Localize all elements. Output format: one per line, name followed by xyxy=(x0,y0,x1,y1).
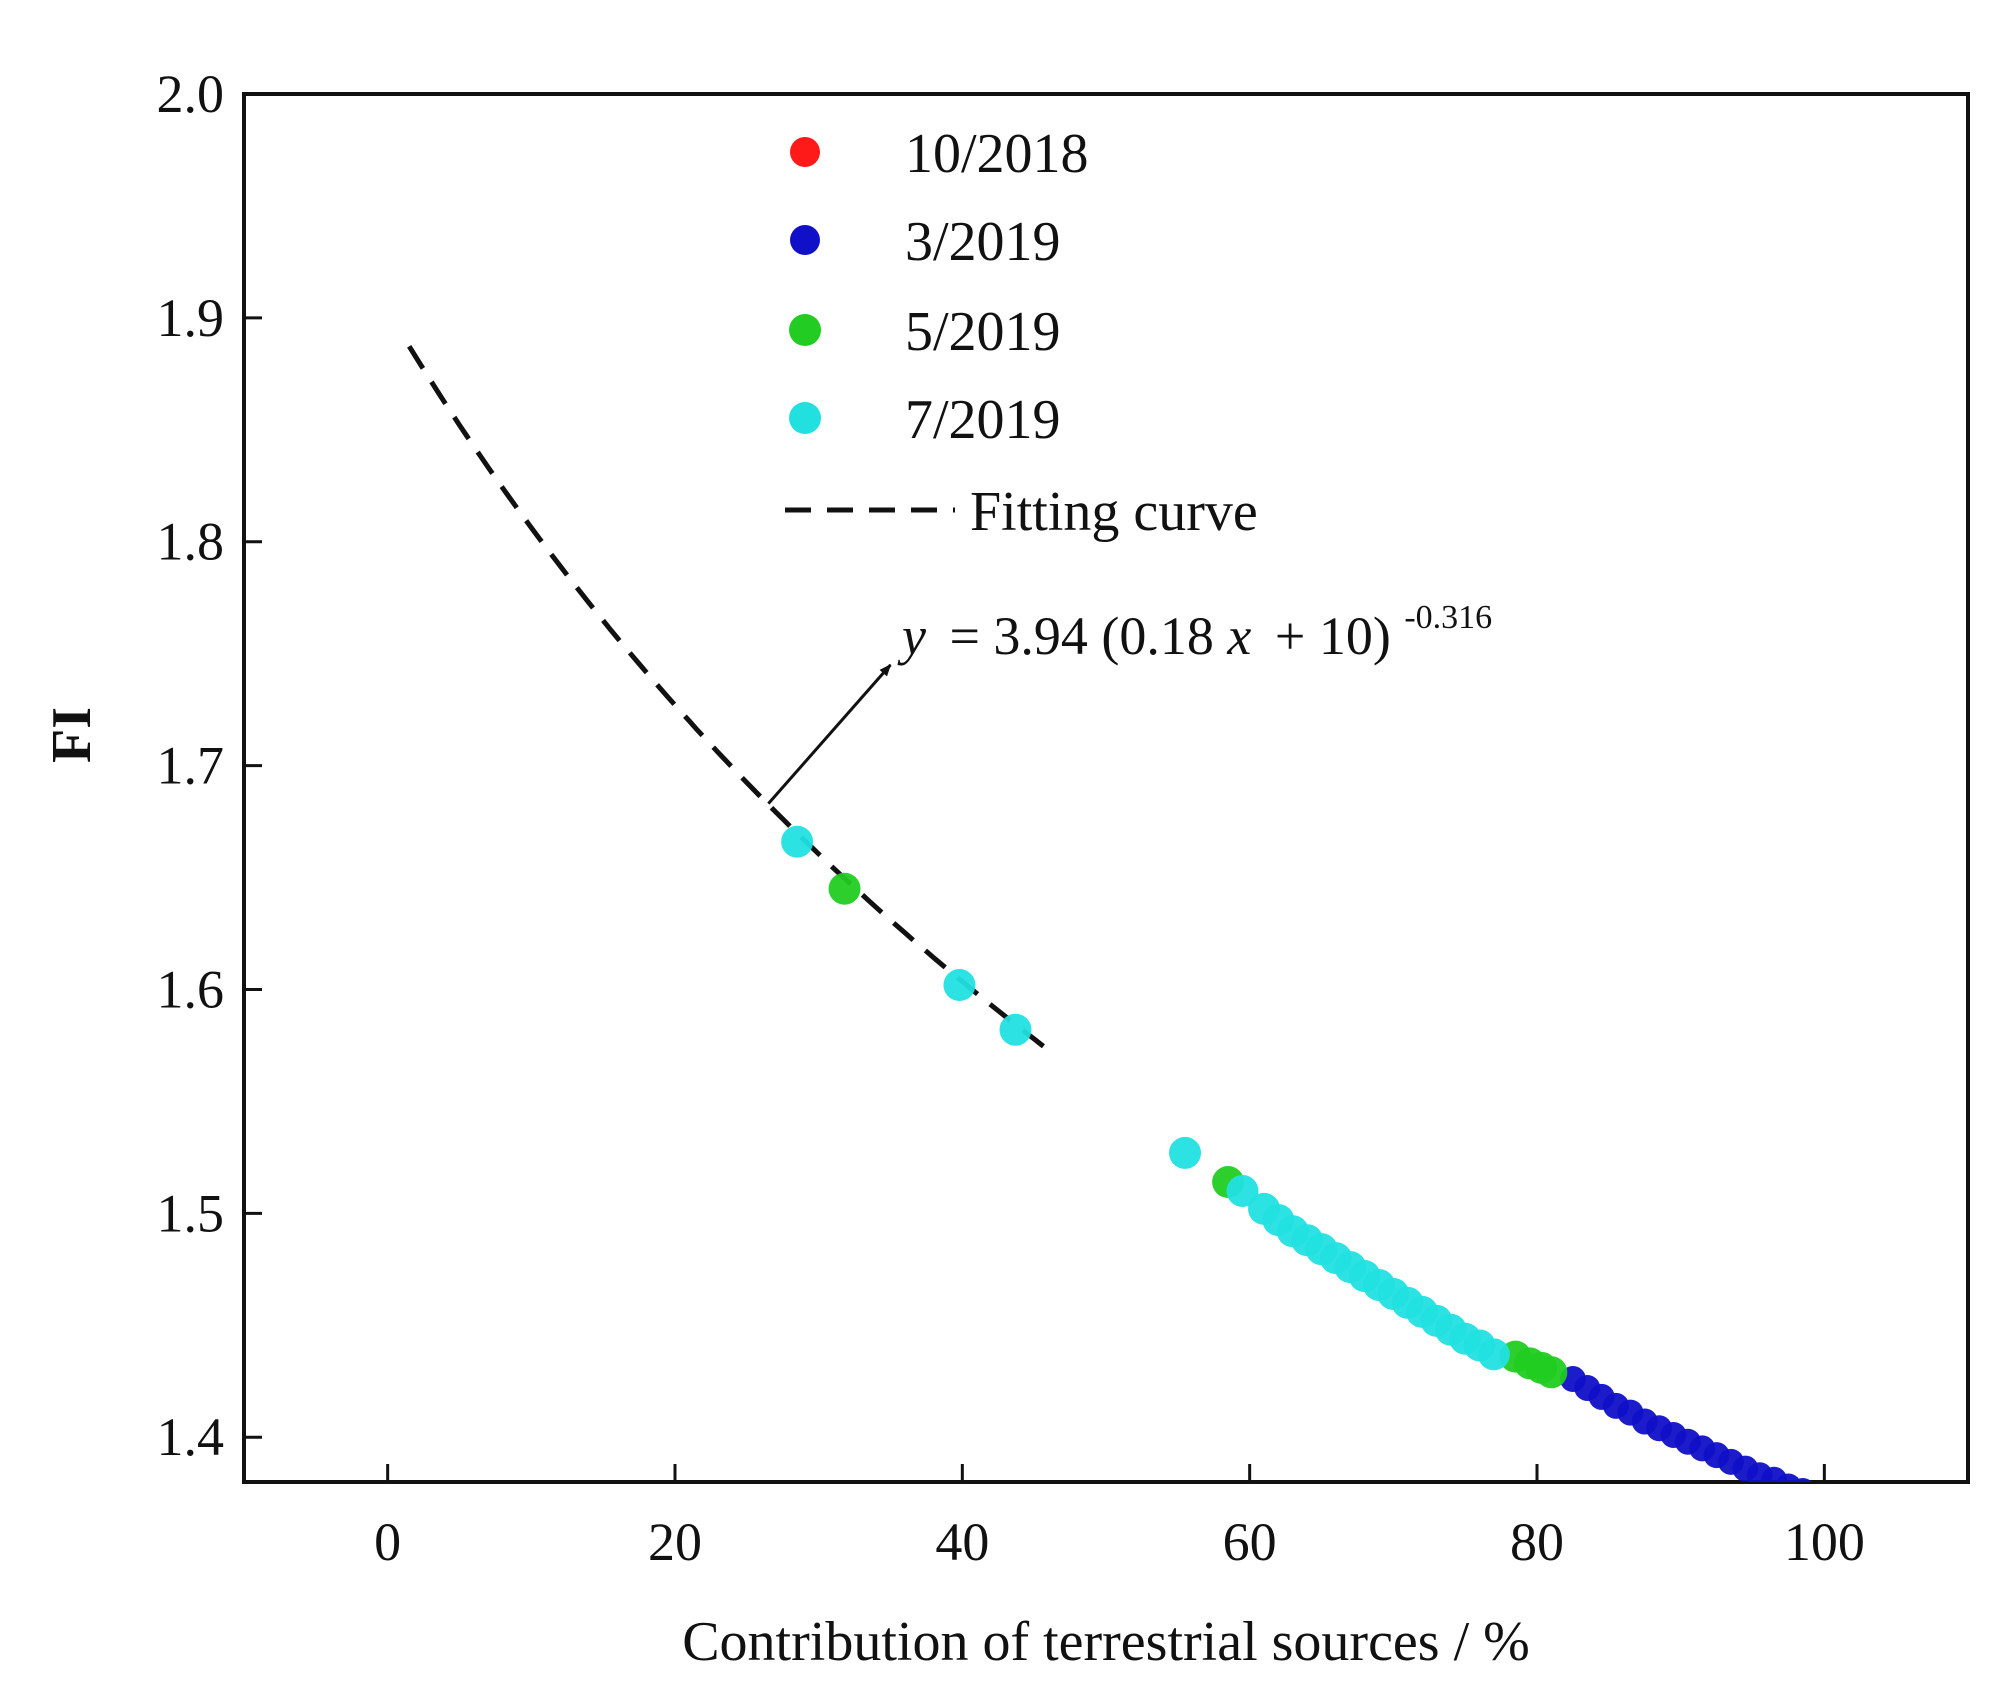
legend: 10/2018 3/2019 5/2019 7/2019 Fitting cur… xyxy=(785,123,1258,543)
data-point-5-2019 xyxy=(828,872,861,905)
x-tick-label: 60 xyxy=(1223,1512,1277,1572)
legend-label: 10/2018 xyxy=(905,123,1089,185)
legend-marker xyxy=(790,137,820,167)
legend-marker xyxy=(789,402,821,434)
legend-label: Fitting curve xyxy=(970,481,1258,543)
plot-frame xyxy=(242,92,1970,1484)
y-axis-title: FI xyxy=(41,707,103,763)
y-tick-label: 1.5 xyxy=(157,1183,225,1243)
data-point-7-2019 xyxy=(1226,1174,1259,1207)
legend-item-7-2019: 7/2019 xyxy=(789,389,1061,451)
annotation-arrow xyxy=(767,663,892,805)
fit-equation: y = 3.94 (0.18 x + 10) -0.316 xyxy=(897,599,1492,666)
x-tick-label: 80 xyxy=(1510,1512,1564,1572)
data-points xyxy=(781,825,1813,1482)
y-tick-label: 2.0 xyxy=(157,64,225,124)
data-point-7-2019 xyxy=(1169,1136,1202,1169)
legend-item-3-2019: 3/2019 xyxy=(790,211,1061,273)
x-tick-label: 0 xyxy=(374,1512,401,1572)
legend-label: 3/2019 xyxy=(905,211,1061,273)
legend-item-fitting-curve: Fitting curve xyxy=(785,481,1258,543)
legend-label: 5/2019 xyxy=(905,301,1061,363)
data-point-5-2019 xyxy=(1535,1356,1568,1389)
data-point-3-2019 xyxy=(1776,1473,1801,1482)
data-point-7-2019 xyxy=(999,1013,1032,1046)
legend-item-10-2018: 10/2018 xyxy=(790,123,1089,185)
fitting-curve xyxy=(407,344,1051,1053)
x-tick-label: 100 xyxy=(1784,1512,1865,1572)
data-point-7-2019 xyxy=(1477,1338,1510,1371)
y-tick-label: 1.6 xyxy=(157,959,225,1019)
y-tick-label: 1.8 xyxy=(157,512,225,572)
legend-marker xyxy=(789,314,821,346)
x-tick-label: 40 xyxy=(935,1512,989,1572)
data-point-7-2019 xyxy=(943,969,976,1002)
legend-item-5-2019: 5/2019 xyxy=(789,301,1061,363)
x-axis-ticks: 0 20 40 60 80 100 xyxy=(374,1464,1865,1572)
y-tick-label: 1.9 xyxy=(157,288,225,348)
legend-marker xyxy=(790,225,820,255)
legend-label: 7/2019 xyxy=(905,389,1061,451)
y-tick-label: 1.7 xyxy=(157,736,225,796)
data-point-7-2019 xyxy=(781,825,814,858)
data-point-3-2019 xyxy=(1793,1477,1813,1482)
x-axis-title: Contribution of terrestrial sources / % xyxy=(682,1611,1530,1673)
y-tick-label: 1.4 xyxy=(157,1407,225,1467)
y-axis-ticks: 1.4 1.5 1.6 1.7 1.8 1.9 2.0 xyxy=(157,64,262,1467)
x-tick-label: 20 xyxy=(648,1512,702,1572)
